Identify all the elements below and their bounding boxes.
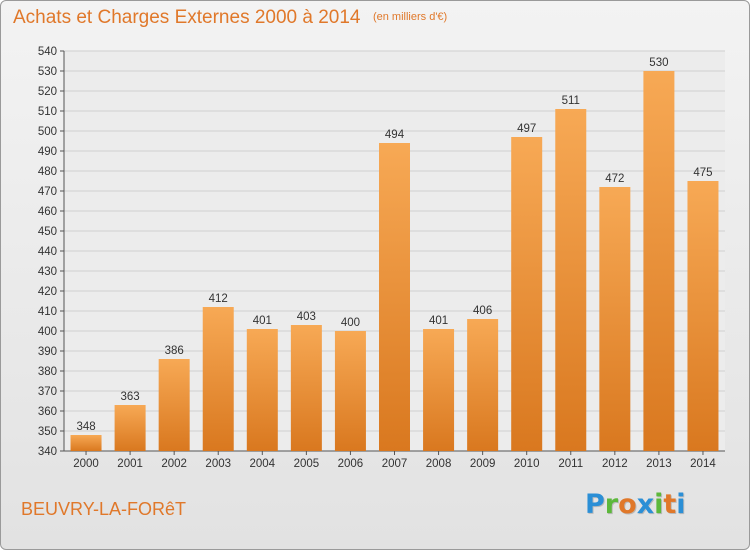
- bar: [158, 359, 190, 451]
- y-tick-label: 390: [38, 346, 57, 358]
- y-tick-label: 440: [38, 246, 57, 258]
- logo-letter: r: [604, 489, 619, 520]
- x-tick-label: 2003: [205, 458, 231, 470]
- y-tick-label: 510: [38, 106, 57, 118]
- location-name: BEUVRY-LA-FORêT: [21, 499, 187, 519]
- value-label: 530: [649, 57, 668, 69]
- x-tick-label: 2008: [426, 458, 452, 470]
- bar: [555, 109, 587, 451]
- bar: [643, 71, 675, 451]
- y-tick-label: 350: [38, 426, 57, 438]
- bar: [70, 435, 102, 451]
- logo-letter: P: [585, 489, 605, 520]
- bar: [334, 331, 366, 451]
- y-tick-label: 540: [38, 46, 57, 58]
- logo-letter: i: [654, 489, 664, 520]
- y-tick-label: 400: [38, 326, 57, 338]
- x-tick-label: 2012: [602, 458, 628, 470]
- x-tick-label: 2009: [470, 458, 496, 470]
- x-tick-label: 2004: [250, 458, 276, 470]
- x-tick-label: 2005: [294, 458, 320, 470]
- value-label: 511: [562, 95, 580, 107]
- y-tick-label: 480: [38, 166, 57, 178]
- value-label: 472: [605, 173, 624, 185]
- value-label: 475: [693, 167, 712, 179]
- bar: [687, 181, 719, 451]
- x-tick-label: 2013: [646, 458, 672, 470]
- bar: [467, 319, 499, 451]
- bar: [423, 329, 455, 451]
- bar: [599, 187, 631, 451]
- bar: [114, 405, 146, 451]
- bar: [379, 143, 410, 451]
- chart-unit: (en milliers d'€): [372, 11, 448, 23]
- logo-letter: o: [618, 489, 637, 520]
- value-label: 406: [473, 305, 492, 317]
- x-tick-label: 2002: [161, 458, 187, 470]
- y-tick-label: 410: [38, 306, 57, 318]
- y-tick-label: 530: [38, 66, 57, 78]
- value-label: 386: [165, 345, 184, 357]
- y-tick-label: 370: [38, 386, 57, 398]
- x-tick-label: 2010: [514, 458, 540, 470]
- bar: [246, 329, 278, 451]
- bar: [511, 137, 543, 451]
- logo-letter: i: [676, 489, 686, 520]
- x-tick-label: 2007: [382, 458, 408, 470]
- y-tick-label: 420: [38, 286, 57, 298]
- chart-title-row: Achats et Charges Externes 2000 à 2014 (…: [13, 7, 447, 29]
- y-tick-label: 500: [38, 126, 57, 138]
- value-label: 401: [429, 315, 448, 327]
- x-tick-label: 2001: [117, 458, 143, 470]
- x-tick-label: 2014: [690, 458, 716, 470]
- value-label: 497: [517, 123, 536, 135]
- value-label: 403: [297, 311, 316, 323]
- value-label: 401: [253, 315, 272, 327]
- y-tick-label: 490: [38, 146, 57, 158]
- value-label: 494: [385, 129, 405, 141]
- y-tick-label: 340: [38, 446, 57, 458]
- value-label: 400: [341, 317, 360, 329]
- value-label: 363: [121, 391, 140, 403]
- y-tick-label: 520: [38, 86, 57, 98]
- x-tick-label: 2006: [338, 458, 364, 470]
- y-tick-label: 450: [38, 226, 57, 238]
- value-label: 348: [76, 421, 95, 433]
- value-label: 412: [209, 293, 228, 305]
- logo-letter: t: [663, 489, 677, 520]
- logo-letter: x: [636, 489, 655, 520]
- bar: [202, 307, 234, 451]
- proxiti-logo: Proxiti: [585, 489, 686, 520]
- x-tick-label: 2011: [558, 458, 583, 470]
- y-tick-label: 430: [38, 266, 57, 278]
- y-tick-label: 380: [38, 366, 57, 378]
- y-tick-label: 460: [38, 206, 57, 218]
- x-tick-label: 2000: [73, 458, 99, 470]
- bar: [290, 325, 322, 451]
- y-tick-label: 360: [38, 406, 57, 418]
- chart-title: Achats et Charges Externes 2000 à 2014: [13, 7, 361, 28]
- y-tick-label: 470: [38, 186, 57, 198]
